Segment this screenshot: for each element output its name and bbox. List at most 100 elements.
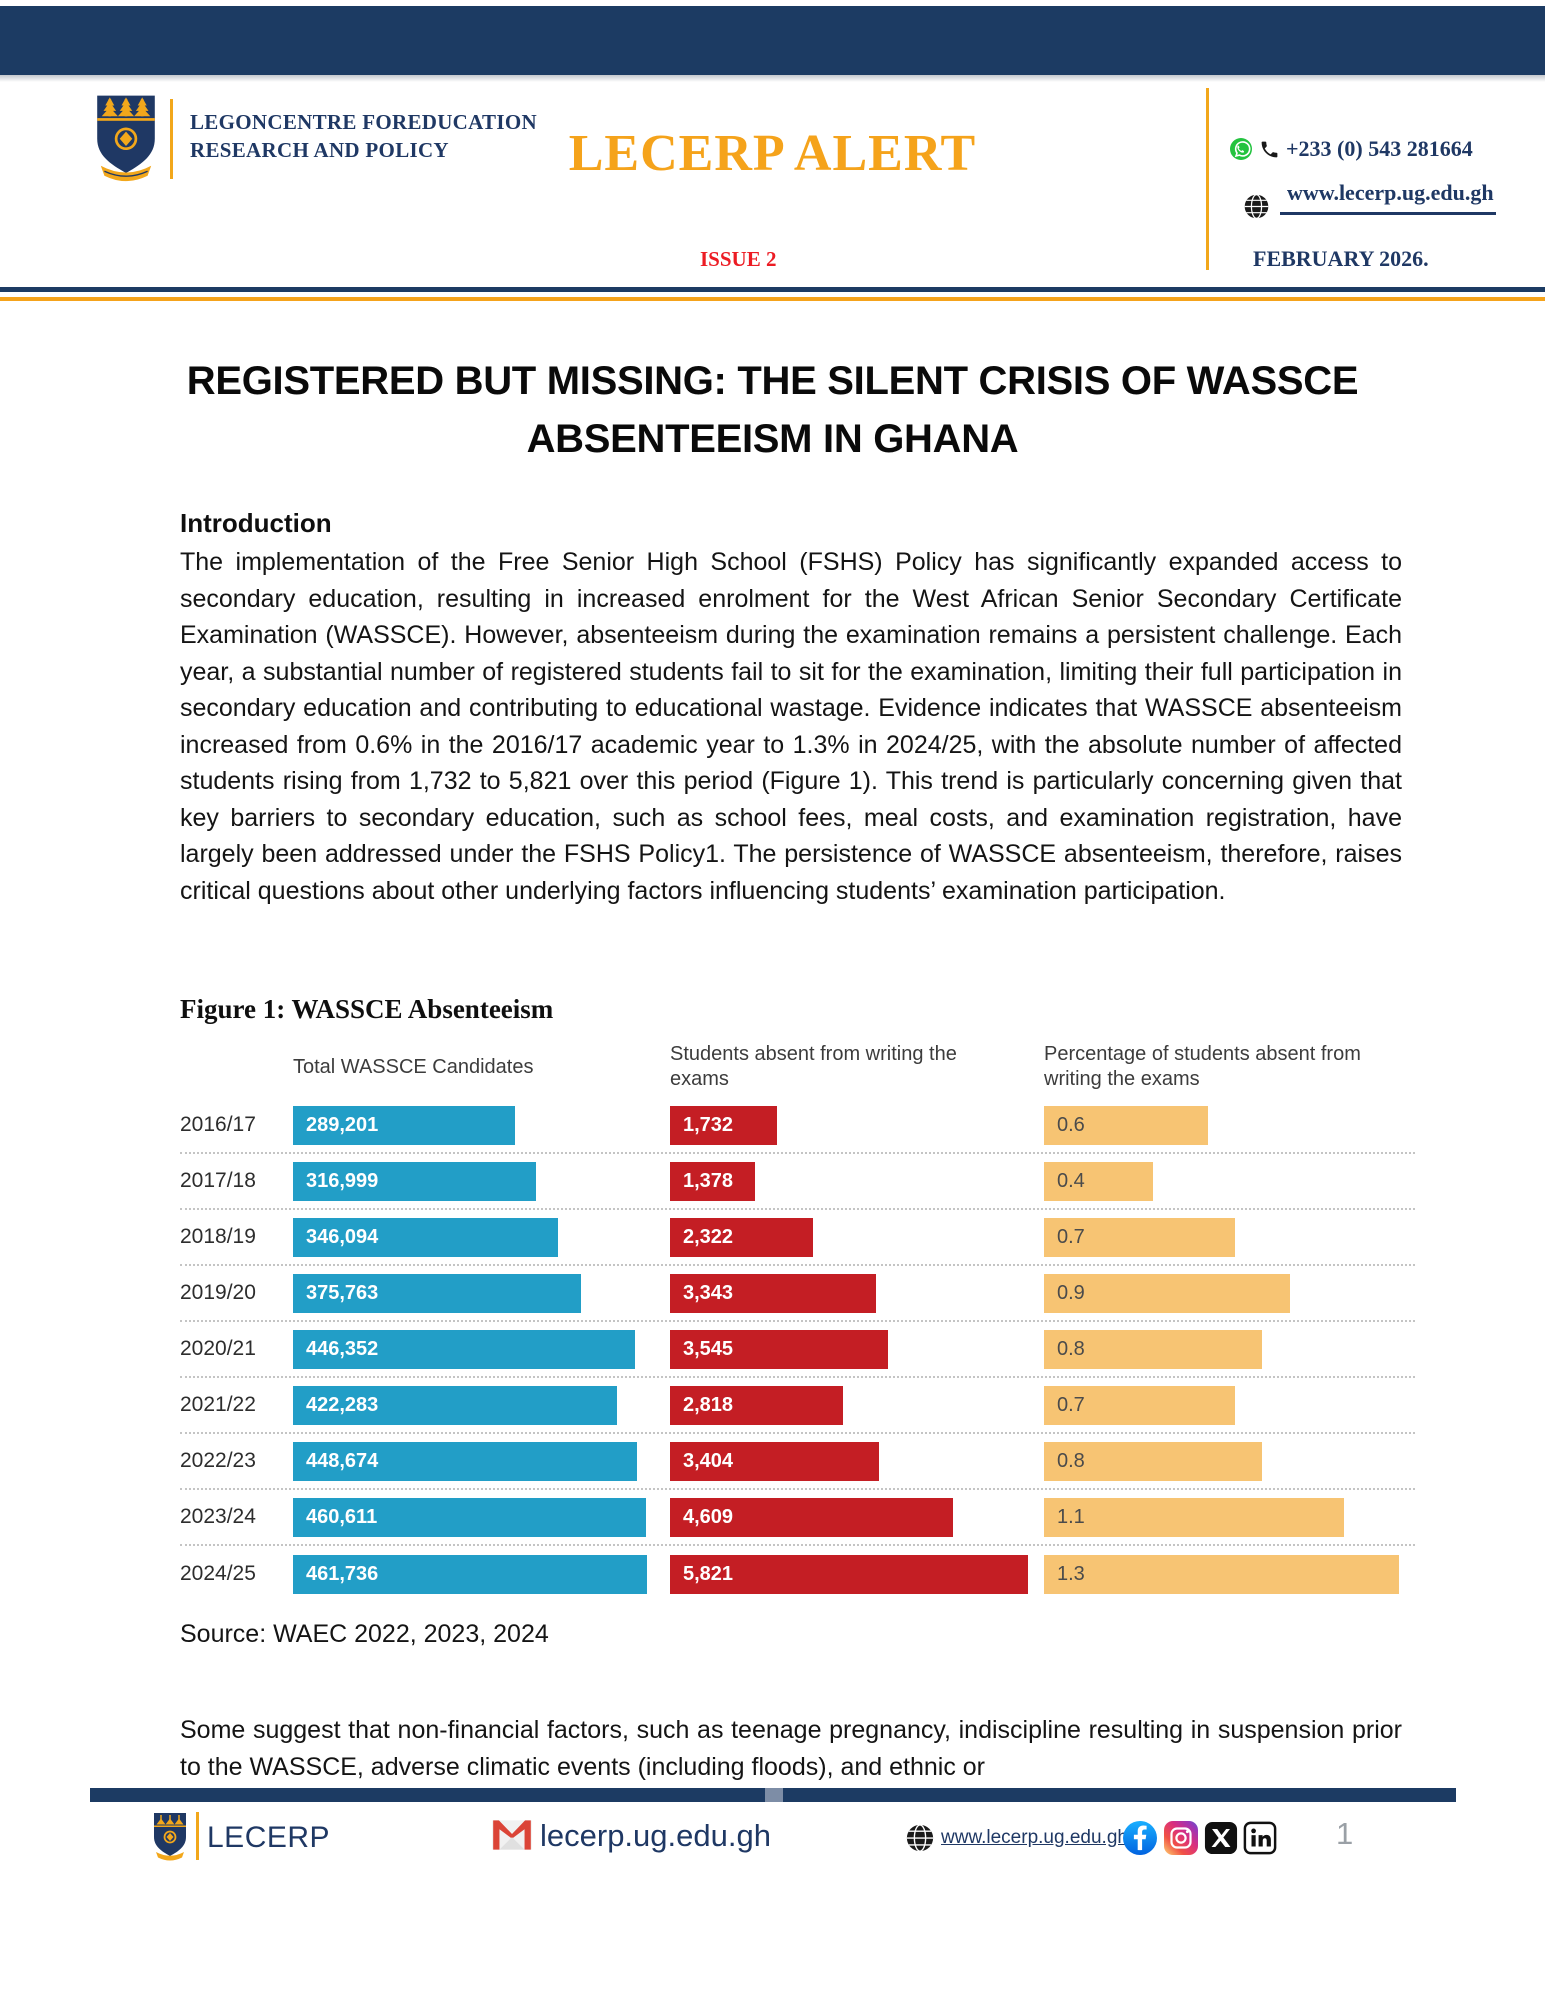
year-label: 2016/17 <box>180 1113 256 1136</box>
chart-cell: 422,283 <box>293 1385 670 1425</box>
bar-absent: 2,322 <box>670 1217 813 1257</box>
bar-value-label: 316,999 <box>306 1169 379 1192</box>
chart-cell: 2,818 <box>670 1385 1044 1425</box>
bar-value-label: 289,201 <box>306 1113 379 1136</box>
bar-value-label: 0.8 <box>1057 1449 1085 1472</box>
footer-website-link[interactable]: www.lecerp.ug.edu.gh <box>941 1827 1128 1848</box>
chart-cell: 5,821 <box>670 1554 1044 1594</box>
instagram-icon[interactable] <box>1163 1820 1199 1856</box>
year-label: 2018/19 <box>180 1225 256 1248</box>
bar-value-label: 3,343 <box>683 1281 734 1304</box>
chart-cell: 448,674 <box>293 1441 670 1481</box>
bar-value-label: 0.4 <box>1057 1169 1085 1192</box>
header-website-link[interactable]: www.lecerp.ug.edu.gh <box>1287 180 1494 205</box>
chart-header-absent: Students absent from writing the exams <box>670 1043 957 1090</box>
chart-header-candidates: Total WASSCE Candidates <box>293 1055 534 1078</box>
contact-phone-row: +233 (0) 543 281664 <box>1229 136 1473 162</box>
organization-name-line2: RESEARCH AND POLICY <box>190 138 449 162</box>
chart-cell: 0.9 <box>1044 1273 1415 1313</box>
figure-caption: Figure 1: WASSCE Absenteeism <box>180 994 554 1024</box>
facebook-icon[interactable] <box>1122 1820 1158 1856</box>
bar-percentage: 0.8 <box>1044 1441 1262 1481</box>
footer-email[interactable]: lecerp.ug.edu.gh <box>540 1818 771 1853</box>
year-label: 2021/22 <box>180 1393 256 1416</box>
bar-absent: 3,545 <box>670 1329 888 1369</box>
footer-bar-notch <box>765 1788 783 1802</box>
chart-row-2020-21: 2020/21 446,352 3,545 0.8 <box>180 1322 1415 1378</box>
bar-percentage: 0.7 <box>1044 1217 1235 1257</box>
chart-cell: 375,763 <box>293 1273 670 1313</box>
chart-cell: 1.3 <box>1044 1554 1415 1594</box>
header-vertical-rule <box>1206 88 1209 270</box>
chart-cell: 1.1 <box>1044 1497 1415 1537</box>
bar-value-label: 0.9 <box>1057 1281 1085 1304</box>
phone-icon <box>1261 141 1278 157</box>
chart-cell: 346,094 <box>293 1217 670 1257</box>
issue-date: FEBRUARY 2026. <box>1253 246 1429 271</box>
bar-candidates: 346,094 <box>293 1217 558 1257</box>
bar-value-label: 0.6 <box>1057 1113 1085 1136</box>
masthead-title: LECERP ALERT <box>568 125 977 182</box>
bar-value-label: 375,763 <box>306 1281 379 1304</box>
article-title-line2: ABSENTEEISM IN GHANA <box>526 417 1019 461</box>
chart-cell: 316,999 <box>293 1161 670 1201</box>
footer-crest-logo <box>154 1813 186 1861</box>
year-label: 2020/21 <box>180 1337 256 1360</box>
chart-cell: 446,352 <box>293 1329 670 1369</box>
chart-cell: 3,545 <box>670 1329 1044 1369</box>
bar-absent: 5,821 <box>670 1554 1028 1594</box>
year-label: 2019/20 <box>180 1281 256 1304</box>
bar-candidates: 460,611 <box>293 1497 646 1537</box>
header-rule-navy <box>0 287 1545 292</box>
bar-absent: 1,378 <box>670 1161 755 1201</box>
top-banner <box>0 6 1545 75</box>
bar-candidates: 289,201 <box>293 1105 515 1145</box>
chart-cell: 0.4 <box>1044 1161 1415 1201</box>
globe-icon <box>1244 194 1269 219</box>
bar-candidates: 316,999 <box>293 1161 536 1201</box>
whatsapp-icon <box>1230 138 1252 160</box>
header-gold-divider <box>170 99 173 179</box>
chart-rows: 2016/17 289,201 1,732 0.6 2017/18 316,999 1,37… <box>180 1098 1415 1602</box>
introduction-heading: Introduction <box>180 508 332 538</box>
chart-cell: 1,732 <box>670 1105 1044 1145</box>
chart-cell: 2,322 <box>670 1217 1044 1257</box>
issue-number: ISSUE 2 <box>700 247 777 271</box>
chart-cell: 461,736 <box>293 1554 670 1594</box>
bar-candidates: 446,352 <box>293 1329 635 1369</box>
bar-value-label: 460,611 <box>306 1505 378 1528</box>
bar-value-label: 448,674 <box>306 1449 379 1472</box>
header-website-underline <box>1280 212 1496 215</box>
bar-percentage: 0.7 <box>1044 1385 1235 1425</box>
footer-gold-divider <box>196 1812 199 1860</box>
organization-name: LEGONCENTRE FOREDUCATION RESEARCH AND PO… <box>190 108 537 164</box>
bar-value-label: 446,352 <box>306 1337 379 1360</box>
linkedin-icon[interactable] <box>1243 1821 1277 1855</box>
header-website-row: www.lecerp.ug.edu.gh <box>1287 180 1494 206</box>
bar-value-label: 0.8 <box>1057 1337 1085 1360</box>
footer-brand: LECERP <box>207 1821 331 1854</box>
chart-row-2019-20: 2019/20 375,763 3,343 0.9 <box>180 1266 1415 1322</box>
bar-value-label: 1.1 <box>1057 1505 1085 1528</box>
chart-column-headers: Total WASSCE Candidates Students absent … <box>180 1042 1415 1098</box>
bar-candidates: 422,283 <box>293 1385 617 1425</box>
bar-candidates: 461,736 <box>293 1554 647 1594</box>
bar-candidates: 375,763 <box>293 1273 581 1313</box>
chart-cell: 289,201 <box>293 1105 670 1145</box>
chart-cell: 0.7 <box>1044 1385 1415 1425</box>
phone-number: +233 (0) 543 281664 <box>1286 136 1473 161</box>
organization-name-line1: LEGONCENTRE FOREDUCATION <box>190 110 537 134</box>
chart-cell: 460,611 <box>293 1497 670 1537</box>
x-icon[interactable] <box>1204 1821 1238 1855</box>
bar-value-label: 2,818 <box>683 1393 734 1416</box>
bar-value-label: 0.7 <box>1057 1225 1085 1248</box>
footer-social-icons <box>1122 1820 1277 1856</box>
university-crest-logo <box>97 95 155 182</box>
closing-paragraph: Some suggest that non-financial factors,… <box>180 1716 1402 1781</box>
bar-value-label: 0.7 <box>1057 1393 1085 1416</box>
chart-cell: 0.8 <box>1044 1329 1415 1369</box>
bar-absent: 3,404 <box>670 1441 879 1481</box>
year-label: 2023/24 <box>180 1505 256 1528</box>
article-title: REGISTERED BUT MISSING: THE SILENT CRISI… <box>0 352 1545 468</box>
bar-value-label: 2,322 <box>683 1225 734 1248</box>
